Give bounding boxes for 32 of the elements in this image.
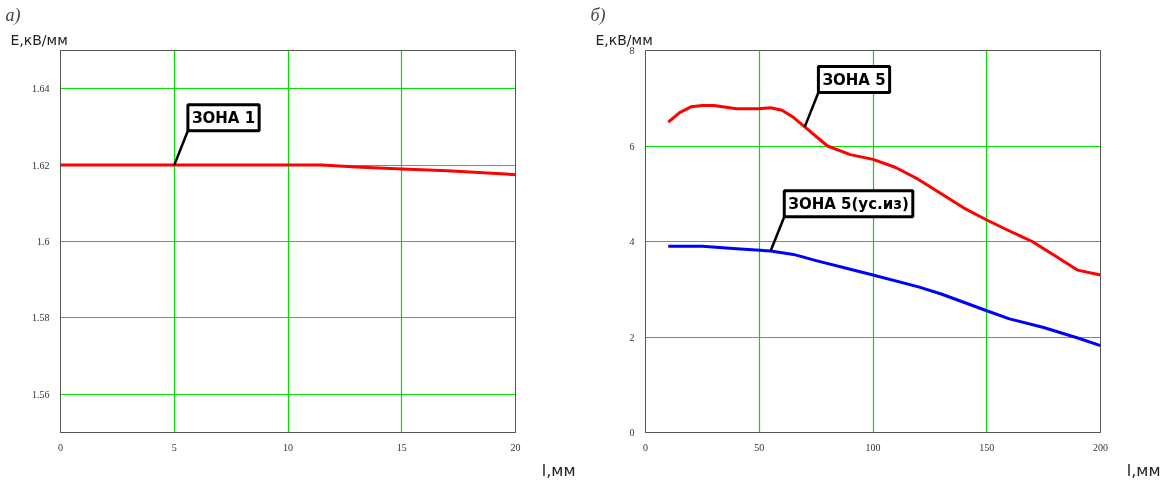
- x-tick-label: 5: [171, 441, 177, 453]
- x-tick-label: 200: [1093, 441, 1108, 453]
- text: ЗОНА 5: [822, 70, 886, 89]
- y-tick-label: 1.6: [37, 236, 50, 247]
- x-tick-label: 100: [865, 441, 881, 453]
- line-series: [666, 244, 1101, 348]
- x-axis-title: l,мм: [541, 460, 576, 480]
- y-tick-label: 6: [629, 140, 635, 152]
- text: ЗОНА 5(ус.из): [788, 194, 909, 213]
- x-tick-label: 150: [979, 441, 995, 453]
- y-tick-label: 0: [629, 427, 635, 438]
- line-series: [60, 163, 516, 177]
- line-series: [666, 103, 1101, 277]
- x-tick-label: 0: [643, 441, 648, 453]
- chart-title: а): [5, 4, 21, 26]
- y-axis-title: E,кВ/мм: [595, 31, 653, 48]
- y-tick-label: 2: [629, 331, 635, 343]
- y-tick-label: 4: [629, 236, 635, 247]
- text: ЗОНА 1: [191, 108, 256, 127]
- y-axis-title: E,кВ/мм: [10, 31, 68, 48]
- y-tick-label: 8: [629, 45, 635, 56]
- chart-title: б): [590, 4, 606, 26]
- x-tick-label: 15: [396, 441, 407, 453]
- x-axis-title: l,мм: [1126, 460, 1161, 480]
- y-tick-label: 1.56: [32, 388, 50, 400]
- x-tick-label: 10: [283, 441, 293, 453]
- x-tick-label: 50: [754, 441, 765, 453]
- y-tick-label: 1.58: [32, 312, 50, 324]
- y-tick-label: 1.64: [32, 83, 50, 95]
- x-tick-label: 0: [58, 441, 63, 453]
- x-tick-label: 20: [510, 441, 521, 453]
- y-tick-label: 1.62: [32, 159, 50, 171]
